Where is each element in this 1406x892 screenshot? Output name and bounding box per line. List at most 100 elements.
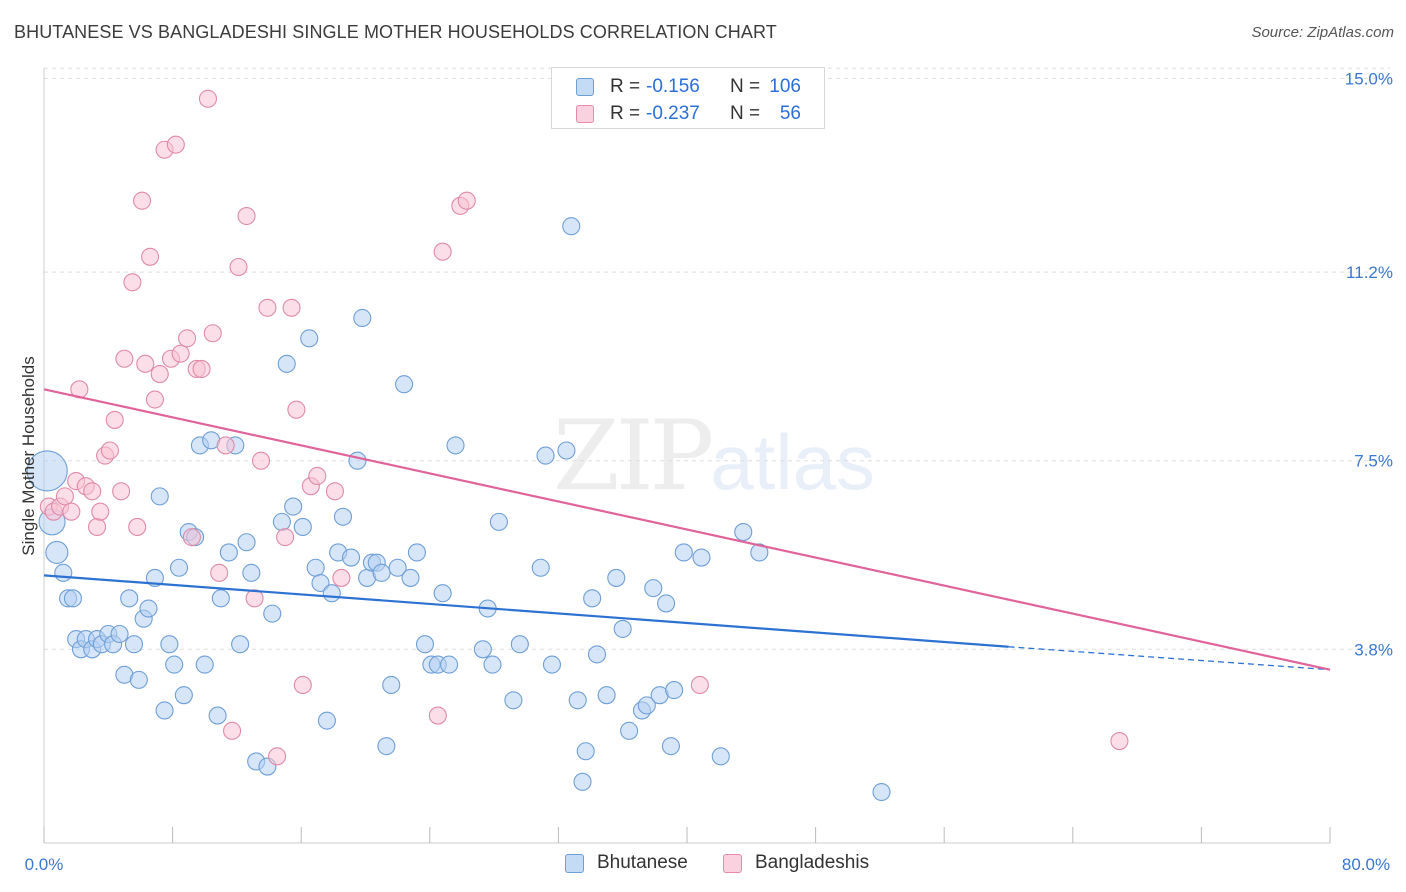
bhutanese-point	[504, 691, 523, 710]
bhutanese-point	[734, 523, 753, 542]
bangladeshis-point	[133, 191, 152, 210]
bhutanese-point	[277, 354, 296, 373]
bhutanese-point	[388, 558, 407, 577]
bhutanese-point	[597, 686, 616, 705]
bangladeshis-point	[115, 349, 134, 368]
bangladeshis-point	[258, 298, 277, 317]
legend-swatch-bhutanese	[576, 78, 594, 96]
bangladeshis-point	[293, 675, 312, 695]
bangladeshis-point	[203, 324, 222, 343]
bhutanese-point	[587, 645, 607, 664]
legend-r-label: R =	[610, 76, 641, 97]
y-axis-label: Single Mother Households	[19, 356, 38, 556]
bhutanese-point	[333, 507, 353, 526]
bangladeshis-point	[123, 273, 142, 292]
bangladeshis-point	[166, 135, 185, 154]
series-bhutanese	[26, 217, 891, 802]
bhutanese-point	[208, 706, 227, 725]
bhutanese-point	[583, 589, 602, 608]
bangladeshis-point	[62, 502, 81, 521]
bhutanese-point	[284, 497, 303, 516]
bangladeshis-point	[690, 675, 709, 695]
bangladeshis-point	[276, 528, 295, 547]
legend-label-bhutanese: Bhutanese	[597, 852, 688, 873]
legend-r-value: -0.156	[646, 76, 700, 97]
bhutanese-point	[174, 686, 193, 705]
bangladeshis-point	[251, 451, 271, 470]
bangladeshis-point	[332, 568, 351, 587]
bangladeshis-point	[198, 89, 218, 108]
bhutanese-point	[657, 594, 676, 613]
bhutanese-point	[637, 696, 656, 715]
bhutanese-point	[568, 691, 587, 710]
bhutanese-point	[692, 548, 711, 567]
bangladeshis-point	[150, 364, 169, 384]
bangladeshis-point	[282, 298, 301, 317]
bhutanese-point	[620, 721, 639, 740]
legend-label-bangladeshis: Bangladeshis	[755, 852, 870, 873]
bhutanese-point	[613, 619, 632, 638]
bhutanese-point	[150, 487, 169, 506]
bhutanese-point	[531, 558, 550, 577]
bhutanese-point	[446, 436, 465, 455]
chart-title: BHUTANESE VS BANGLADESHI SINGLE MOTHER H…	[14, 22, 777, 42]
bangladeshis-point	[105, 410, 124, 429]
bangladeshis-point	[91, 502, 110, 521]
bangladeshis-point	[171, 344, 190, 363]
y-tick-label: 11.2%	[1346, 263, 1393, 282]
bhutanese-point	[124, 635, 144, 654]
y-tick-label: 7.5%	[1354, 452, 1393, 471]
x-tick-label-max: 80.0%	[1342, 855, 1390, 874]
bhutanese-point	[165, 655, 184, 674]
bhutanese-point	[510, 635, 529, 654]
bhutanese-point	[322, 584, 341, 603]
bangladeshis-point	[100, 441, 119, 460]
bangladeshis-point	[210, 563, 229, 582]
bhutanese-point	[300, 329, 319, 348]
series-bangladeshis	[39, 89, 1129, 766]
bhutanese-point	[348, 451, 367, 470]
legend-n-value: 56	[779, 103, 801, 124]
grid	[44, 67, 1390, 650]
watermark-atlas: atlas	[710, 418, 875, 506]
bangladeshis-point	[55, 487, 74, 506]
bhutanese-point	[195, 655, 214, 674]
bhutanese-point	[311, 573, 330, 593]
legend-r-value: -0.237	[646, 103, 700, 124]
bhutanese-point	[54, 563, 73, 582]
bhutanese-point	[415, 635, 435, 654]
bhutanese-point	[674, 543, 693, 562]
bhutanese-point	[607, 568, 626, 587]
x-tick-label-min: 0.0%	[25, 855, 64, 874]
bangladeshis-point	[268, 747, 287, 766]
bhutanese-point	[242, 563, 261, 582]
watermark-zip: ZIP	[553, 400, 714, 512]
bhutanese-point	[45, 540, 69, 564]
trend-line-bhutanese	[43, 574, 1009, 648]
bhutanese-point	[377, 737, 396, 756]
bhutanese-point	[473, 640, 492, 659]
bhutanese-point	[483, 655, 502, 674]
legend-n-value: 106	[769, 76, 801, 97]
bhutanese-point	[317, 711, 336, 730]
bhutanese-point	[155, 701, 174, 720]
bangladeshis-point	[83, 482, 102, 501]
bangladeshis-point	[136, 354, 155, 373]
trend-lines	[43, 388, 1331, 671]
bhutanese-point	[407, 543, 426, 562]
bhutanese-point	[63, 589, 82, 608]
bangladeshis-point	[216, 436, 235, 455]
bangladeshis-point	[325, 482, 345, 501]
legend-swatch-bangladeshis	[576, 105, 594, 123]
bhutanese-point	[293, 517, 312, 537]
bangladeshis-point	[287, 400, 306, 419]
bhutanese-point	[440, 655, 459, 674]
bhutanese-point	[433, 584, 452, 603]
bangladeshis-point	[237, 206, 256, 226]
bangladeshis-point	[308, 466, 327, 486]
bhutanese-point	[353, 308, 372, 328]
bangladeshis-point	[192, 359, 211, 378]
bangladeshis-point	[141, 247, 160, 266]
bhutanese-point	[169, 558, 189, 577]
bhutanese-point	[341, 548, 361, 567]
